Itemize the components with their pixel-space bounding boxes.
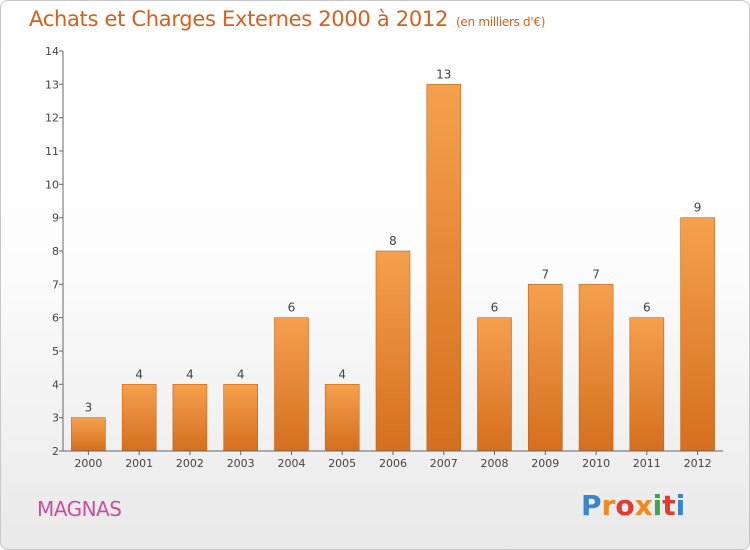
x-tick-label-2011: 2011 [633, 457, 661, 470]
bar-2007 [426, 84, 462, 452]
data-label-2007: 13 [436, 67, 451, 81]
bar-2004 [274, 317, 309, 452]
chart-title: Achats et Charges Externes 2000 à 2012 (e… [29, 7, 545, 31]
data-labels-group: 3 4 4 4 6 4 8 13 6 7 7 6 9 [85, 67, 702, 414]
data-label-2008: 6 [491, 301, 499, 315]
bar-2010 [578, 283, 614, 452]
y-tick-label-10: 10 [45, 178, 59, 191]
data-label-2004: 6 [288, 301, 296, 315]
x-tick-label-2006: 2006 [379, 457, 407, 470]
logo-letter: i [652, 489, 663, 522]
data-label-2012: 9 [694, 201, 702, 215]
bar-2002 [172, 383, 208, 452]
y-tick-label-8: 8 [52, 245, 59, 258]
chart-title-text: Achats et Charges Externes 2000 à 2012 [29, 7, 449, 31]
x-tick-label-2008: 2008 [481, 457, 509, 470]
y-tick-label-12: 12 [45, 112, 59, 125]
bars-group [71, 84, 715, 452]
x-tick-label-2007: 2007 [430, 457, 458, 470]
logo-letter: t [662, 489, 676, 522]
bar-2006 [375, 250, 411, 452]
data-label-2010: 7 [592, 267, 600, 281]
data-label-2009: 7 [541, 267, 549, 281]
x-tick-label-2009: 2009 [531, 457, 559, 470]
bar-2011 [629, 317, 665, 452]
y-tick-label-13: 13 [45, 78, 59, 91]
data-label-2002: 4 [186, 367, 194, 381]
x-tick-label-2010: 2010 [582, 457, 610, 470]
data-label-2003: 4 [237, 367, 245, 381]
chart-subtitle: (en milliers d'€) [456, 15, 546, 29]
proxiti-logo[interactable]: Proxiti [581, 489, 685, 522]
bar-2003 [223, 383, 258, 452]
logo-letter: o [615, 489, 635, 522]
x-tick-label-2001: 2001 [125, 457, 153, 470]
logo-letter: i [675, 489, 686, 522]
y-tick-label-2: 2 [52, 445, 59, 458]
axes-group: 2000 2001 2002 2003 2004 2005 2006 2007 2008 2009… [45, 45, 723, 470]
y-tick-label-6: 6 [52, 312, 59, 325]
x-tick-label-2003: 2003 [227, 457, 255, 470]
data-label-2006: 8 [389, 234, 397, 248]
bar-2005 [324, 383, 360, 452]
data-label-2005: 4 [338, 367, 346, 381]
bar-2000 [71, 417, 106, 452]
x-tick-label-2002: 2002 [176, 457, 204, 470]
y-tick-label-9: 9 [52, 212, 59, 225]
bar-2001 [121, 383, 157, 452]
data-label-2011: 6 [643, 301, 651, 315]
x-tick-label-2000: 2000 [74, 457, 102, 470]
y-tick-label-5: 5 [52, 345, 59, 358]
logo-letter: P [581, 489, 602, 522]
y-tick-label-14: 14 [45, 45, 59, 58]
y-tick-label-3: 3 [52, 412, 59, 425]
y-tick-label-11: 11 [45, 145, 59, 158]
y-tick-label-7: 7 [52, 278, 59, 291]
x-tick-label-2005: 2005 [328, 457, 356, 470]
data-label-2000: 3 [85, 401, 93, 415]
logo-letter: r [601, 489, 616, 522]
logo-letter: x [634, 489, 653, 522]
x-tick-label-2012: 2012 [684, 457, 712, 470]
bar-2009 [527, 283, 563, 452]
bar-2008 [477, 317, 512, 452]
x-tick-label-2004: 2004 [278, 457, 306, 470]
bar-2012 [680, 217, 715, 452]
y-tick-label-4: 4 [52, 378, 59, 391]
commune-name: MAGNAS [37, 497, 122, 521]
data-label-2001: 4 [135, 367, 143, 381]
